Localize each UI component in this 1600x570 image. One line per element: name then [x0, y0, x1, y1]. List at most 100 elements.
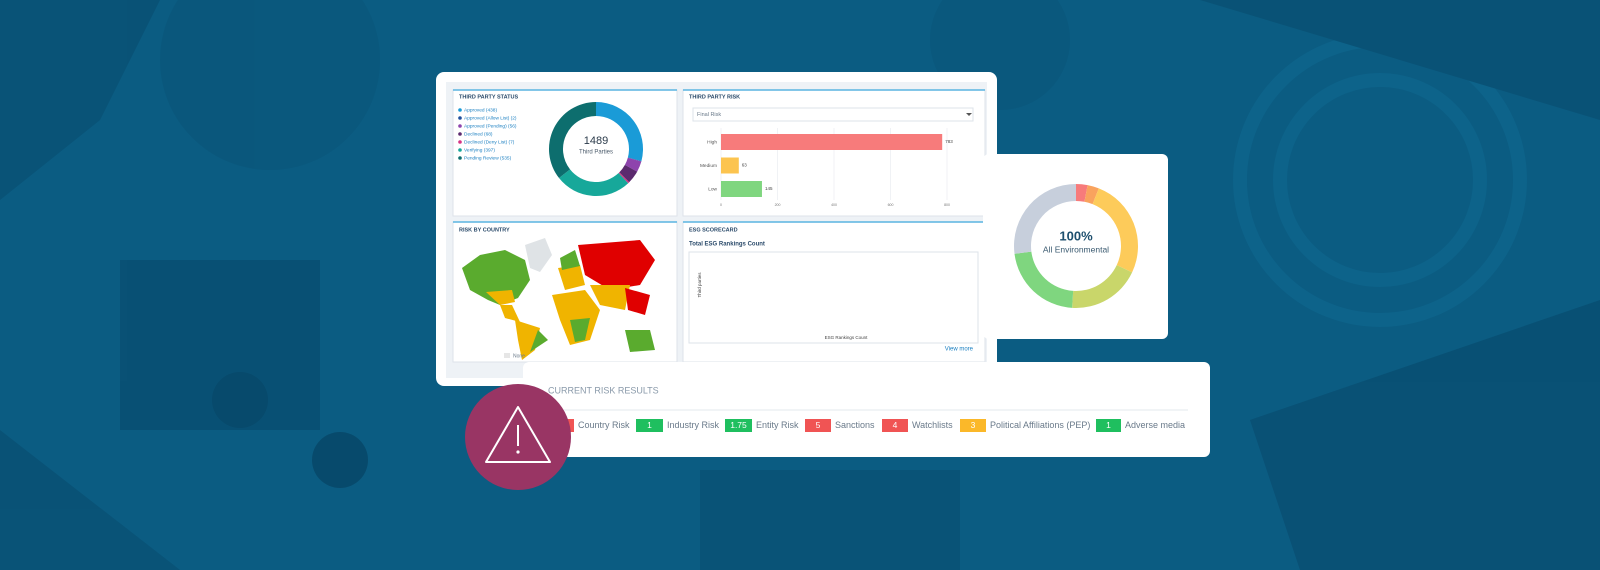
y-tick-label: High — [707, 139, 717, 145]
bg-shape — [160, 0, 380, 170]
bar — [721, 157, 739, 174]
risk-label: Watchlists — [912, 420, 953, 430]
risk-label: Entity Risk — [756, 420, 799, 430]
map-region — [560, 250, 580, 270]
donut-segment — [624, 157, 642, 172]
legend-label: Declined (Deny List) (7) — [464, 139, 515, 145]
donut-segment — [1072, 265, 1133, 308]
warning-dot — [516, 450, 520, 454]
map-region — [462, 250, 530, 305]
donut-segment — [596, 102, 643, 162]
dropdown[interactable] — [692, 107, 974, 122]
map-legend-swatch — [504, 353, 510, 358]
map-region — [525, 238, 552, 272]
risk-score: 4 — [893, 420, 898, 430]
donut-segment — [1076, 184, 1088, 202]
legend-label: Verifying (397) — [464, 147, 495, 153]
donut-segment — [1014, 184, 1076, 254]
map-region — [578, 240, 655, 290]
risk-score: 5 — [816, 420, 821, 430]
legend-swatch — [458, 124, 462, 128]
map-region — [500, 305, 520, 322]
chart-frame — [688, 251, 979, 344]
bg-shape — [212, 372, 268, 428]
legend-swatch — [458, 140, 462, 144]
x-tick-label: 400 — [831, 203, 837, 207]
results-list: Country Risk 1 Industry Risk 1.75 Entity Ris… — [563, 419, 1185, 432]
x-axis-label: ESG Rankings Count — [825, 335, 869, 340]
risk-score: 1 — [647, 420, 652, 430]
world-map — [462, 238, 655, 360]
panel-title: THIRD PARTY RISK — [689, 94, 740, 100]
risk-label: Sanctions — [835, 420, 875, 430]
bar — [721, 134, 943, 150]
environmental-card — [983, 154, 1168, 339]
dropdown-text: Final Risk — [697, 112, 721, 118]
legend-swatch — [458, 156, 462, 160]
map-region — [625, 330, 655, 352]
map-legend-label: None — [513, 353, 525, 359]
bg-shape — [0, 0, 160, 200]
legend-swatch — [458, 148, 462, 152]
bar — [721, 181, 762, 197]
map-region — [530, 330, 548, 352]
bg-shape — [312, 432, 368, 488]
donut-segment — [1014, 251, 1074, 308]
results-title: CURRENT RISK RESULTS — [548, 385, 659, 395]
donut-segment — [619, 164, 638, 183]
map-region — [486, 290, 515, 305]
risk-badge — [805, 419, 831, 432]
risk-badge — [725, 419, 752, 432]
donut-center: 100% — [1059, 228, 1093, 243]
bg-shape — [700, 470, 960, 570]
risk-badge — [960, 419, 986, 432]
map-region — [552, 290, 600, 345]
risk-score: 3 — [971, 420, 976, 430]
map-region — [558, 265, 585, 290]
y-tick-label: Medium — [700, 163, 717, 169]
risk-badge — [636, 419, 663, 432]
panel-title: RISK BY COUNTRY — [459, 227, 510, 233]
donut-segment — [1092, 188, 1138, 273]
legend-label: Approved (Pending) (56) — [464, 123, 517, 129]
donut-total: 1489 — [584, 135, 608, 147]
legend-swatch — [458, 116, 462, 120]
panel-title: ESG SCORECARD — [689, 227, 738, 233]
y-axis-label: Third parties — [697, 272, 702, 298]
map-region — [515, 320, 540, 360]
legend-label: Declined (68) — [464, 131, 493, 137]
risk-score: 1 — [1106, 420, 1111, 430]
bg-shape — [1273, 73, 1487, 287]
legend-swatch — [458, 132, 462, 136]
donut-center-label: All Environmental — [1043, 244, 1109, 254]
legend-label: Pending Review (535) — [464, 155, 512, 161]
chart-subtitle: Total ESG Rankings Count — [689, 242, 765, 248]
donut-segment — [549, 102, 596, 179]
risk-label: Industry Risk — [667, 420, 720, 430]
dropdown-arrow — [966, 113, 972, 116]
bar-value-label: 63 — [742, 163, 748, 168]
view-more-link[interactable]: View more — [945, 347, 974, 353]
bg-shape — [1250, 300, 1600, 570]
risk-label: Adverse media — [1125, 420, 1185, 430]
donut-segment — [559, 169, 629, 197]
bar-value-label: 145 — [765, 186, 773, 191]
legend-swatch — [458, 108, 462, 112]
risk-badge — [1096, 419, 1121, 432]
donut-total-label: Third Parties — [579, 150, 613, 156]
risk-label: Political Affiliations (PEP) — [990, 420, 1090, 430]
legend-label: Approved (438) — [464, 107, 497, 113]
bg-shape — [0, 430, 180, 570]
warning-triangle — [485, 406, 551, 463]
y-tick-label: Low — [708, 186, 717, 192]
x-tick-label: 800 — [944, 203, 950, 207]
donut-segment — [618, 172, 630, 184]
risk-label: Country Risk — [578, 420, 630, 430]
bar-value-label: 783 — [945, 139, 953, 144]
legend-label: Approved (Allow List) (2) — [464, 115, 517, 121]
bg-shape — [1200, 0, 1600, 120]
risk-score: 1.75 — [730, 420, 747, 430]
